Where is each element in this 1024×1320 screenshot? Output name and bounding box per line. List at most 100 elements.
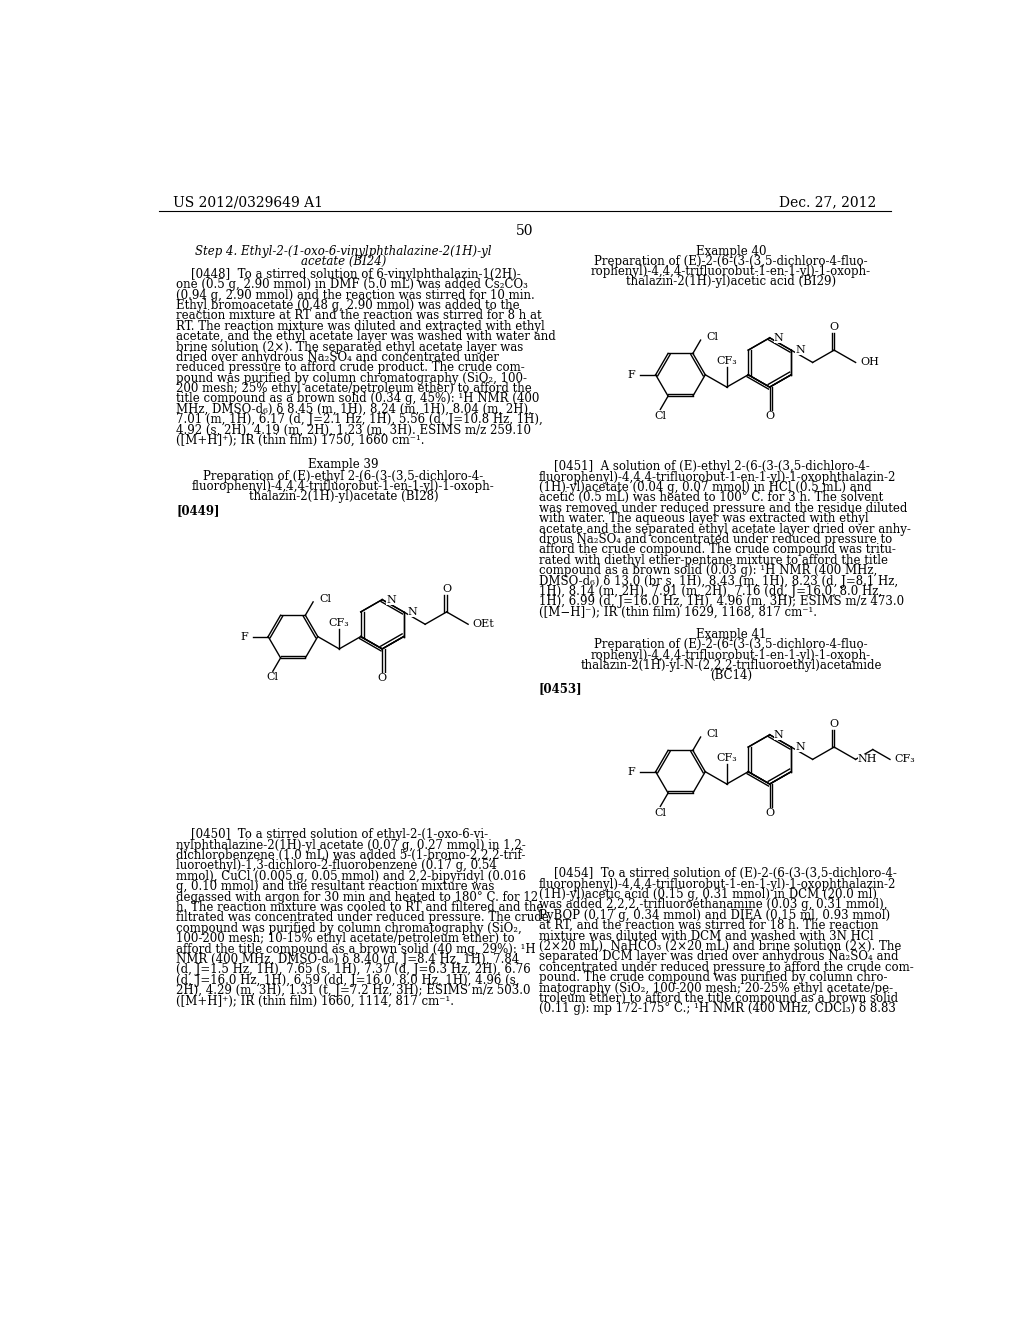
Text: CF₃: CF₃ (895, 755, 915, 764)
Text: OH: OH (860, 358, 880, 367)
Text: O: O (378, 673, 387, 684)
Text: 2H), 4.29 (m, 3H), 1.31 (t, J=7.2 Hz, 3H); ESIMS m/z 503.0: 2H), 4.29 (m, 3H), 1.31 (t, J=7.2 Hz, 3H… (176, 985, 530, 997)
Text: drous Na₂SO₄ and concentrated under reduced pressure to: drous Na₂SO₄ and concentrated under redu… (539, 533, 892, 546)
Text: Cl: Cl (267, 672, 279, 682)
Text: Preparation of (E)-ethyl 2-(6-(3-(3,5-dichloro-4-: Preparation of (E)-ethyl 2-(6-(3-(3,5-di… (204, 470, 483, 483)
Text: g, 0.10 mmol) and the resultant reaction mixture was: g, 0.10 mmol) and the resultant reaction… (176, 880, 495, 894)
Text: F: F (241, 631, 248, 642)
Text: matography (SiO₂, 100-200 mesh; 20-25% ethyl acetate/pe-: matography (SiO₂, 100-200 mesh; 20-25% e… (539, 982, 893, 994)
Text: 1H), 6.99 (d, J=16.0 Hz, 1H), 4.96 (m, 3H); ESIMS m/z 473.0: 1H), 6.99 (d, J=16.0 Hz, 1H), 4.96 (m, 3… (539, 595, 904, 609)
Text: ([M−H]⁻); IR (thin film) 1629, 1168, 817 cm⁻¹.: ([M−H]⁻); IR (thin film) 1629, 1168, 817… (539, 606, 817, 619)
Text: N: N (773, 333, 783, 343)
Text: mixture was diluted with DCM and washed with 3N HCl: mixture was diluted with DCM and washed … (539, 929, 873, 942)
Text: nylphthalazine-2(1H)-yl acetate (0.07 g, 0.27 mmol) in 1,2-: nylphthalazine-2(1H)-yl acetate (0.07 g,… (176, 838, 525, 851)
Text: pound was purified by column chromatography (SiO₂, 100-: pound was purified by column chromatogra… (176, 372, 527, 384)
Text: (1H)-yl)acetic acid (0.15 g, 0.31 mmol) in DCM (20.0 ml): (1H)-yl)acetic acid (0.15 g, 0.31 mmol) … (539, 888, 877, 902)
Text: acetate, and the ethyl acetate layer was washed with water and: acetate, and the ethyl acetate layer was… (176, 330, 556, 343)
Text: N: N (386, 594, 396, 605)
Text: [0454]  To a stirred solution of (E)-2-(6-(3-(3,5-dichloro-4-: [0454] To a stirred solution of (E)-2-(6… (539, 867, 897, 880)
Text: Preparation of (E)-2-(6-(3-(3,5-dichloro-4-fluo-: Preparation of (E)-2-(6-(3-(3,5-dichloro… (594, 255, 867, 268)
Text: Cl: Cl (319, 594, 332, 603)
Text: US 2012/0329649 A1: US 2012/0329649 A1 (173, 195, 323, 210)
Text: F: F (628, 767, 636, 776)
Text: MHz, DMSO-d₆) δ 8.45 (m, 1H), 8.24 (m, 1H), 8.04 (m, 2H),: MHz, DMSO-d₆) δ 8.45 (m, 1H), 8.24 (m, 1… (176, 403, 531, 416)
Text: Example 40: Example 40 (695, 244, 766, 257)
Text: with water. The aqueous layer was extracted with ethyl: with water. The aqueous layer was extrac… (539, 512, 868, 525)
Text: thalazin-2(1H)-yl)acetic acid (BI29): thalazin-2(1H)-yl)acetic acid (BI29) (626, 275, 836, 288)
Text: brine solution (2×). The separated ethyl acetate layer was: brine solution (2×). The separated ethyl… (176, 341, 523, 354)
Text: NMR (400 MHz, DMSO-d₆) δ 8.40 (d, J=8.4 Hz, 1H), 7.84: NMR (400 MHz, DMSO-d₆) δ 8.40 (d, J=8.4 … (176, 953, 519, 966)
Text: CF₃: CF₃ (717, 754, 737, 763)
Text: N: N (773, 730, 783, 739)
Text: thalazin-2(1H)-yl-N-(2,2,2-trifluoroethyl)acetamide: thalazin-2(1H)-yl-N-(2,2,2-trifluoroethy… (581, 659, 882, 672)
Text: RT. The reaction mixture was diluted and extracted with ethyl: RT. The reaction mixture was diluted and… (176, 319, 545, 333)
Text: Example 41: Example 41 (695, 628, 766, 642)
Text: F: F (628, 370, 636, 380)
Text: Preparation of (E)-2-(6-(3-(3,5-dichloro-4-fluo-: Preparation of (E)-2-(6-(3-(3,5-dichloro… (594, 639, 867, 652)
Text: [0451]  A solution of (E)-ethyl 2-(6-(3-(3,5-dichloro-4-: [0451] A solution of (E)-ethyl 2-(6-(3-(… (539, 461, 869, 474)
Text: rophenyl)-4,4,4-trifluorobut-1-en-1-yl)-1-oxoph-: rophenyl)-4,4,4-trifluorobut-1-en-1-yl)-… (591, 648, 871, 661)
Text: title compound as a brown solid (0.34 g, 45%): ¹H NMR (400: title compound as a brown solid (0.34 g,… (176, 392, 540, 405)
Text: concentrated under reduced pressure to afford the crude com-: concentrated under reduced pressure to a… (539, 961, 913, 974)
Text: reaction mixture at RT and the reaction was stirred for 8 h at: reaction mixture at RT and the reaction … (176, 309, 542, 322)
Text: O: O (765, 412, 774, 421)
Text: O: O (442, 585, 452, 594)
Text: dried over anhydrous Na₂SO₄ and concentrated under: dried over anhydrous Na₂SO₄ and concentr… (176, 351, 499, 364)
Text: N: N (795, 742, 805, 752)
Text: Example 39: Example 39 (308, 458, 379, 471)
Text: CF₃: CF₃ (717, 356, 737, 366)
Text: 1H), 8.14 (m, 2H), 7.91 (m, 2H), 7.16 (dd, J=16.0, 8.0 Hz,: 1H), 8.14 (m, 2H), 7.91 (m, 2H), 7.16 (d… (539, 585, 882, 598)
Text: rated with diethyl ether-pentane mixture to afford the title: rated with diethyl ether-pentane mixture… (539, 554, 888, 566)
Text: ([M+H]⁺); IR (thin film) 1660, 1114, 817 cm⁻¹.: ([M+H]⁺); IR (thin film) 1660, 1114, 817… (176, 995, 454, 1007)
Text: Cl: Cl (707, 333, 719, 342)
Text: pound. The crude compound was purified by column chro-: pound. The crude compound was purified b… (539, 972, 887, 985)
Text: Cl: Cl (654, 808, 667, 817)
Text: [0453]: [0453] (539, 682, 583, 696)
Text: thalazin-2(1H)-yl)acetate (BI28): thalazin-2(1H)-yl)acetate (BI28) (249, 490, 438, 503)
Text: Step 4. Ethyl-2-(1-oxo-6-vinylphthalazine-2(1H)-yl: Step 4. Ethyl-2-(1-oxo-6-vinylphthalazin… (196, 244, 492, 257)
Text: NH: NH (858, 755, 878, 764)
Text: acetate and the separated ethyl acetate layer dried over anhy-: acetate and the separated ethyl acetate … (539, 523, 910, 536)
Text: reduced pressure to afford crude product. The crude com-: reduced pressure to afford crude product… (176, 362, 524, 375)
Text: acetic (0.5 mL) was heated to 100° C. for 3 h. The solvent: acetic (0.5 mL) was heated to 100° C. fo… (539, 491, 883, 504)
Text: compound was purified by column chromatography (SiO₂,: compound was purified by column chromato… (176, 921, 522, 935)
Text: fluorophenyl)-4,4,4-trifluorobut-1-en-1-yl)-1-oxophthalazin-2: fluorophenyl)-4,4,4-trifluorobut-1-en-1-… (539, 471, 896, 483)
Text: rophenyl)-4,4,4-trifluorobut-1-en-1-yl)-1-oxoph-: rophenyl)-4,4,4-trifluorobut-1-en-1-yl)-… (591, 264, 871, 277)
Text: troleum ether) to afford the title compound as a brown solid: troleum ether) to afford the title compo… (539, 991, 898, 1005)
Text: 200 mesh; 25% ethyl acetate/petroleum ether) to afford the: 200 mesh; 25% ethyl acetate/petroleum et… (176, 381, 531, 395)
Text: one (0.5 g, 2.90 mmol) in DMF (5.0 mL) was added Cs₂CO₃: one (0.5 g, 2.90 mmol) in DMF (5.0 mL) w… (176, 279, 528, 292)
Text: 50: 50 (516, 224, 534, 238)
Text: OEt: OEt (473, 619, 495, 630)
Text: filtrated was concentrated under reduced pressure. The crude: filtrated was concentrated under reduced… (176, 911, 549, 924)
Text: was removed under reduced pressure and the residue diluted: was removed under reduced pressure and t… (539, 502, 907, 515)
Text: [0450]  To a stirred solution of ethyl-2-(1-oxo-6-vi-: [0450] To a stirred solution of ethyl-2-… (176, 829, 488, 841)
Text: dichlorobenzene (1.0 mL) was added 5-(1-bromo-2,2,2-trif-: dichlorobenzene (1.0 mL) was added 5-(1-… (176, 849, 525, 862)
Text: DMSO-d₆) δ 13.0 (br s, 1H), 8.43 (m, 1H), 8.23 (d, J=8.1 Hz,: DMSO-d₆) δ 13.0 (br s, 1H), 8.43 (m, 1H)… (539, 574, 898, 587)
Text: [0448]  To a stirred solution of 6-vinylphthalazin-1(2H)-: [0448] To a stirred solution of 6-vinylp… (176, 268, 521, 281)
Text: Dec. 27, 2012: Dec. 27, 2012 (779, 195, 877, 210)
Text: fluorophenyl)-4,4,4-trifluorobut-1-en-1-yl)-1-oxophthalazin-2: fluorophenyl)-4,4,4-trifluorobut-1-en-1-… (539, 878, 896, 891)
Text: Cl: Cl (654, 411, 667, 421)
Text: (0.94 g, 2.90 mmol) and the reaction was stirred for 10 min.: (0.94 g, 2.90 mmol) and the reaction was… (176, 289, 535, 301)
Text: was added 2,2,2,-trifluoroethanamine (0.03 g, 0.31 mmol),: was added 2,2,2,-trifluoroethanamine (0.… (539, 899, 887, 911)
Text: (d, J=16.0 Hz, 1H), 6.59 (dd, J=16.0, 8.0 Hz, 1H), 4.96 (s,: (d, J=16.0 Hz, 1H), 6.59 (dd, J=16.0, 8.… (176, 974, 519, 987)
Text: luoroethyl)-1,3-dichloro-2-fluorobenzene (0.17 g, 0.54: luoroethyl)-1,3-dichloro-2-fluorobenzene… (176, 859, 497, 873)
Text: O: O (829, 322, 839, 333)
Text: Cl: Cl (707, 729, 719, 739)
Text: ([M+H]⁺); IR (thin film) 1750, 1660 cm⁻¹.: ([M+H]⁺); IR (thin film) 1750, 1660 cm⁻¹… (176, 434, 425, 447)
Text: 7.01 (m, 1H), 6.17 (d, J=2.1 Hz, 1H), 5.56 (d, J=10.8 Hz, 1H),: 7.01 (m, 1H), 6.17 (d, J=2.1 Hz, 1H), 5.… (176, 413, 543, 426)
Text: (0.11 g): mp 172-175° C.; ¹H NMR (400 MHz, CDCl₃) δ 8.83: (0.11 g): mp 172-175° C.; ¹H NMR (400 MH… (539, 1002, 896, 1015)
Text: PyBOP (0.17 g, 0.34 mmol) and DIEA (0.15 ml, 0.93 mmol): PyBOP (0.17 g, 0.34 mmol) and DIEA (0.15… (539, 908, 890, 921)
Text: acetate (BI24): acetate (BI24) (301, 255, 386, 268)
Text: (1H)-yl)acetate (0.04 g, 0.07 mmol) in HCl (0.5 mL) and: (1H)-yl)acetate (0.04 g, 0.07 mmol) in H… (539, 480, 871, 494)
Text: (BC14): (BC14) (710, 668, 752, 681)
Text: N: N (408, 607, 418, 616)
Text: degassed with argon for 30 min and heated to 180° C. for 12: degassed with argon for 30 min and heate… (176, 891, 539, 904)
Text: (d, J=1.5 Hz, 1H), 7.65 (s, 1H), 7.37 (d, J=6.3 Hz, 2H), 6.76: (d, J=1.5 Hz, 1H), 7.65 (s, 1H), 7.37 (d… (176, 964, 530, 977)
Text: O: O (829, 719, 839, 730)
Text: separated DCM layer was dried over anhydrous Na₂SO₄ and: separated DCM layer was dried over anhyd… (539, 950, 898, 964)
Text: N: N (795, 345, 805, 355)
Text: 4.92 (s, 2H), 4.19 (m, 2H), 1.23 (m, 3H). ESIMS m/z 259.10: 4.92 (s, 2H), 4.19 (m, 2H), 1.23 (m, 3H)… (176, 424, 531, 437)
Text: Ethyl bromoacetate (0.48 g, 2.90 mmol) was added to the: Ethyl bromoacetate (0.48 g, 2.90 mmol) w… (176, 298, 519, 312)
Text: 100-200 mesh; 10-15% ethyl acetate/petroleum ether) to: 100-200 mesh; 10-15% ethyl acetate/petro… (176, 932, 515, 945)
